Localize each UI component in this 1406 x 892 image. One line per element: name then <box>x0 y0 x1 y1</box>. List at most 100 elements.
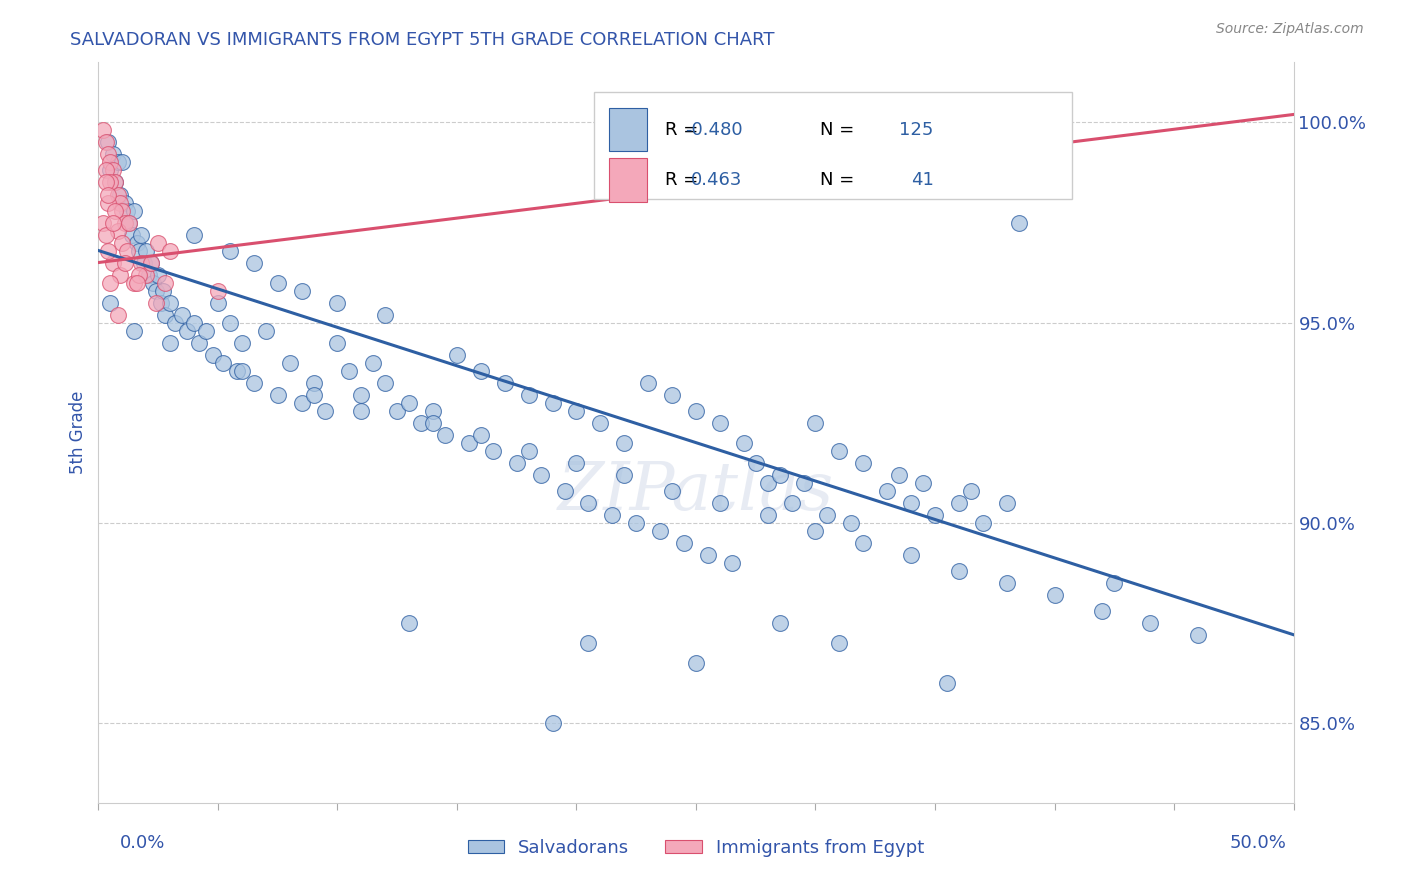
Point <box>804 416 827 430</box>
Point <box>226 363 249 377</box>
Point <box>138 268 160 282</box>
Point <box>98 155 122 169</box>
Point <box>385 403 409 417</box>
Point <box>315 403 337 417</box>
Point <box>434 427 457 442</box>
Point <box>326 295 349 310</box>
Point <box>202 348 225 362</box>
Point <box>278 355 301 369</box>
Point <box>517 443 540 458</box>
Point <box>650 524 672 538</box>
Point <box>125 276 148 290</box>
Text: 41: 41 <box>911 171 934 189</box>
Point <box>114 215 136 229</box>
Point <box>793 475 815 490</box>
Point <box>876 483 898 498</box>
Point <box>900 496 922 510</box>
Point <box>852 535 875 549</box>
Point <box>107 308 129 322</box>
Point <box>960 483 983 498</box>
Point <box>565 456 588 470</box>
Point <box>302 376 325 390</box>
Point <box>231 363 253 377</box>
Point <box>541 715 564 730</box>
Bar <box>609 159 647 202</box>
Text: N =: N = <box>820 171 855 189</box>
Point <box>852 456 875 470</box>
Point <box>107 223 129 237</box>
Point <box>685 656 707 670</box>
Point <box>98 163 122 178</box>
Point <box>207 284 229 298</box>
Point <box>267 387 290 401</box>
Bar <box>609 108 647 152</box>
Point <box>107 187 129 202</box>
Y-axis label: 5th Grade: 5th Grade <box>69 391 87 475</box>
Text: -0.480: -0.480 <box>685 120 742 138</box>
Point <box>114 195 136 210</box>
Point <box>172 308 194 322</box>
Point <box>422 416 444 430</box>
Point <box>613 467 636 482</box>
Point <box>554 483 576 498</box>
Point <box>745 147 768 161</box>
Point <box>104 176 127 190</box>
Point <box>125 235 148 250</box>
Point <box>104 203 127 218</box>
Point <box>152 284 174 298</box>
Point <box>211 355 233 369</box>
Point <box>104 176 127 190</box>
Point <box>326 335 349 350</box>
Point <box>267 276 290 290</box>
Point <box>145 284 167 298</box>
Point <box>1104 575 1126 590</box>
Point <box>155 308 177 322</box>
Point <box>494 376 516 390</box>
Point <box>124 276 146 290</box>
Point <box>231 335 253 350</box>
Point <box>97 187 120 202</box>
Text: 0.463: 0.463 <box>692 171 742 189</box>
Point <box>578 496 600 510</box>
Point <box>756 508 779 522</box>
Point <box>936 675 959 690</box>
Point <box>111 155 134 169</box>
Point <box>94 176 117 190</box>
Point <box>948 564 970 578</box>
Point <box>302 387 325 401</box>
Point <box>124 203 146 218</box>
Point <box>163 316 186 330</box>
Point <box>107 155 129 169</box>
Point <box>995 575 1018 590</box>
Point <box>613 435 636 450</box>
Point <box>912 475 935 490</box>
Point <box>243 255 266 269</box>
Point <box>118 215 141 229</box>
Point <box>828 636 851 650</box>
Point <box>709 496 731 510</box>
Point <box>363 355 385 369</box>
Point <box>115 244 138 258</box>
Point <box>219 316 242 330</box>
Point <box>470 427 492 442</box>
Point <box>350 403 373 417</box>
Point <box>135 244 157 258</box>
Legend: Salvadorans, Immigrants from Egypt: Salvadorans, Immigrants from Egypt <box>460 831 932 864</box>
Text: 125: 125 <box>900 120 934 138</box>
FancyBboxPatch shape <box>595 92 1073 200</box>
Point <box>745 456 768 470</box>
Point <box>541 395 564 409</box>
Point <box>128 244 150 258</box>
Point <box>101 215 124 229</box>
Point <box>817 508 839 522</box>
Point <box>114 255 136 269</box>
Point <box>97 147 120 161</box>
Point <box>98 176 122 190</box>
Point <box>804 524 827 538</box>
Point <box>1187 628 1209 642</box>
Point <box>673 535 696 549</box>
Point <box>111 235 134 250</box>
Point <box>124 324 146 338</box>
Point <box>131 255 153 269</box>
Point <box>98 276 122 290</box>
